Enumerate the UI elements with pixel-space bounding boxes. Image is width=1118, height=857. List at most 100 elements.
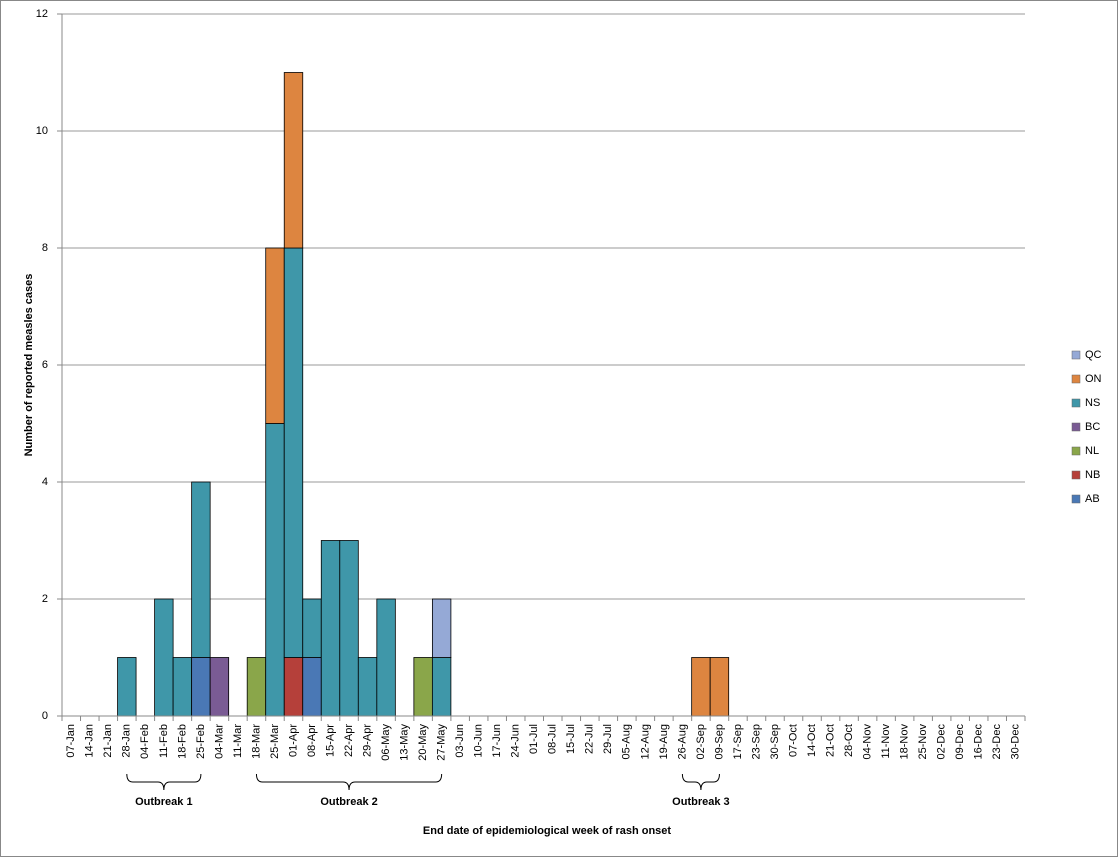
x-tick-label: 28-Jan bbox=[121, 724, 133, 758]
outbreak-brace bbox=[255, 773, 443, 791]
x-tick-label: 20-May bbox=[417, 724, 429, 761]
legend-swatch bbox=[1071, 446, 1081, 456]
legend-label: BC bbox=[1085, 421, 1100, 433]
bar-segment bbox=[283, 657, 304, 717]
x-tick-label: 08-Apr bbox=[306, 724, 318, 757]
bar-segment bbox=[265, 423, 285, 717]
x-tick-label: 17-Jun bbox=[491, 724, 503, 758]
bar-segment bbox=[302, 598, 322, 658]
x-tick-label: 04-Nov bbox=[861, 724, 873, 760]
bar-segment bbox=[283, 247, 304, 658]
x-tick-label: 09-Sep bbox=[713, 724, 725, 759]
x-axis-title: End date of epidemiological week of rash… bbox=[423, 825, 671, 837]
y-axis-title: Number of reported measles cases bbox=[23, 274, 35, 457]
x-tick-label: 18-Mar bbox=[250, 724, 262, 759]
x-tick-label: 12-Aug bbox=[639, 724, 651, 759]
x-tick-label: 06-May bbox=[380, 724, 392, 761]
x-tick-label: 24-Jun bbox=[510, 724, 522, 758]
x-tick-label: 18-Feb bbox=[176, 724, 188, 759]
x-tick-label: 21-Oct bbox=[824, 724, 836, 757]
x-tick-label: 23-Dec bbox=[991, 724, 1003, 760]
legend-label: NS bbox=[1085, 397, 1100, 409]
bar-segment bbox=[154, 598, 174, 717]
y-tick-label: 2 bbox=[42, 593, 48, 605]
x-tick-label: 16-Dec bbox=[973, 724, 985, 760]
legend-swatch bbox=[1071, 422, 1081, 432]
x-tick-label: 02-Dec bbox=[936, 724, 948, 760]
bar-segment bbox=[209, 657, 230, 717]
x-tick-label: 28-Oct bbox=[843, 724, 855, 757]
bar-segment bbox=[117, 657, 137, 717]
x-tick-label: 14-Oct bbox=[806, 724, 818, 757]
x-tick-label: 14-Jan bbox=[84, 724, 96, 758]
x-tick-label: 17-Sep bbox=[732, 724, 744, 759]
x-tick-label: 27-May bbox=[436, 724, 448, 761]
bar-segment bbox=[376, 598, 396, 717]
x-tick-label: 13-May bbox=[399, 724, 411, 761]
bar-segment bbox=[172, 657, 193, 717]
bar-segment bbox=[413, 657, 433, 717]
legend-label: NL bbox=[1085, 445, 1099, 457]
legend-swatch bbox=[1071, 374, 1081, 384]
bar-segment bbox=[357, 657, 378, 717]
x-tick-label: 15-Apr bbox=[324, 724, 336, 757]
x-tick-label: 25-Mar bbox=[269, 724, 281, 759]
x-tick-label: 29-Apr bbox=[361, 724, 373, 757]
x-tick-label: 19-Aug bbox=[658, 724, 670, 759]
legend-swatch bbox=[1071, 350, 1081, 360]
outbreak-label: Outbreak 2 bbox=[320, 796, 377, 808]
bar-segment bbox=[320, 540, 341, 717]
x-tick-label: 07-Jan bbox=[65, 724, 77, 758]
x-tick-label: 15-Jul bbox=[565, 724, 577, 754]
x-tick-label: 21-Jan bbox=[102, 724, 114, 758]
x-tick-label: 18-Nov bbox=[899, 724, 911, 760]
x-tick-label: 04-Feb bbox=[139, 724, 151, 759]
bar-segment bbox=[339, 540, 359, 717]
bar-segment bbox=[431, 657, 452, 717]
x-tick-label: 30-Sep bbox=[769, 724, 781, 759]
legend-swatch bbox=[1071, 398, 1081, 408]
y-tick-label: 10 bbox=[36, 125, 48, 137]
legend-label: QC bbox=[1085, 349, 1102, 361]
outbreak-label: Outbreak 3 bbox=[672, 796, 729, 808]
y-tick-label: 12 bbox=[36, 8, 48, 20]
bar-segment bbox=[265, 247, 285, 424]
x-tick-label: 29-Jul bbox=[602, 724, 614, 754]
legend-label: NB bbox=[1085, 469, 1100, 481]
x-tick-label: 02-Sep bbox=[695, 724, 707, 759]
legend-swatch bbox=[1071, 470, 1081, 480]
x-tick-label: 09-Dec bbox=[954, 724, 966, 760]
legend-swatch bbox=[1071, 494, 1081, 504]
bar-segment bbox=[246, 657, 267, 717]
bar-segment bbox=[691, 657, 711, 717]
outbreak-brace bbox=[681, 773, 720, 791]
legend-label: AB bbox=[1085, 493, 1100, 505]
bar-segment bbox=[283, 72, 304, 249]
y-tick-label: 6 bbox=[42, 359, 48, 371]
x-tick-label: 01-Jul bbox=[528, 724, 540, 754]
y-tick-label: 8 bbox=[42, 242, 48, 254]
y-tick-label: 4 bbox=[42, 476, 48, 488]
bar-segment bbox=[191, 481, 211, 658]
x-tick-label: 08-Jul bbox=[547, 724, 559, 754]
x-tick-label: 10-Jun bbox=[473, 724, 485, 758]
legend-label: ON bbox=[1085, 373, 1102, 385]
bar-segment bbox=[191, 657, 211, 717]
x-tick-label: 07-Oct bbox=[787, 724, 799, 757]
x-tick-label: 05-Aug bbox=[621, 724, 633, 759]
bar-segment bbox=[431, 598, 452, 658]
x-tick-label: 23-Sep bbox=[750, 724, 762, 759]
bar-segment bbox=[302, 657, 322, 717]
x-tick-label: 03-Jun bbox=[454, 724, 466, 758]
x-tick-label: 25-Feb bbox=[195, 724, 207, 759]
x-tick-label: 22-Apr bbox=[343, 724, 355, 757]
x-tick-label: 11-Mar bbox=[232, 724, 244, 758]
x-tick-label: 01-Apr bbox=[287, 724, 299, 757]
x-tick-label: 26-Aug bbox=[676, 724, 688, 759]
x-tick-label: 04-Mar bbox=[213, 724, 225, 759]
x-tick-label: 30-Dec bbox=[1010, 724, 1022, 760]
x-tick-label: 22-Jul bbox=[584, 724, 596, 754]
y-tick-label: 0 bbox=[42, 710, 48, 722]
x-tick-label: 11-Feb bbox=[158, 724, 170, 758]
